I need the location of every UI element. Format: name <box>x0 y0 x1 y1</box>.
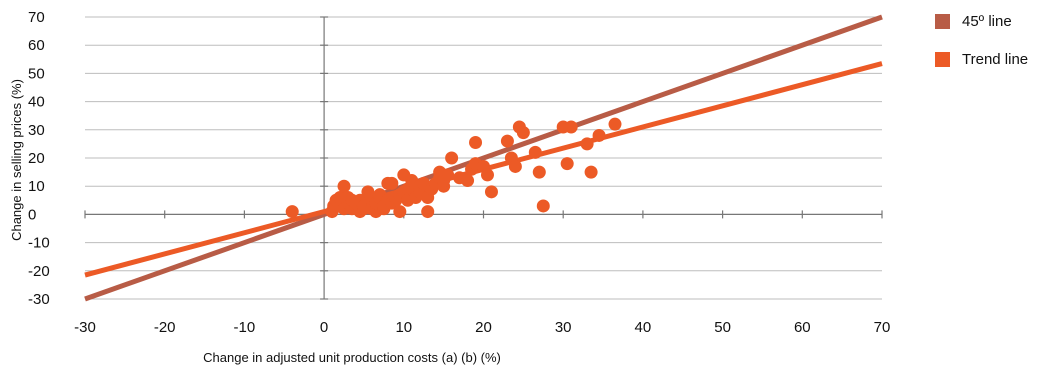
data-point <box>532 165 546 179</box>
data-point <box>480 168 494 182</box>
x-tick-label: -30 <box>74 319 96 336</box>
data-point <box>508 159 522 173</box>
data-point <box>385 176 399 190</box>
x-tick-label: 70 <box>874 319 891 336</box>
x-tick-label: -10 <box>234 319 256 336</box>
data-point <box>445 151 459 165</box>
legend-swatch-trend-line <box>935 51 950 67</box>
line-45-degree <box>84 14 883 302</box>
y-tick-label: 20 <box>28 150 45 167</box>
data-point <box>285 205 299 219</box>
x-tick-label: 0 <box>320 319 328 336</box>
y-tick-label: 70 <box>28 9 45 26</box>
x-tick-label: 60 <box>794 319 811 336</box>
tick-labels: -30 -20 -10 0 10 20 30 40 50 60 70 -30 -20 -10 0 10 20 30… <box>28 9 890 336</box>
y-tick-label: 40 <box>28 94 45 111</box>
y-tick-label: 0 <box>28 206 36 223</box>
x-tick-label: 20 <box>475 319 492 336</box>
data-point <box>500 134 514 148</box>
data-point <box>469 135 483 149</box>
data-point <box>516 126 530 140</box>
data-point <box>337 179 351 193</box>
y-tick-label: 10 <box>28 178 45 195</box>
data-point <box>584 165 598 179</box>
y-tick-label: 60 <box>28 37 45 54</box>
legend-label-trend-line: Trend line <box>962 50 1029 68</box>
data-point <box>393 205 407 219</box>
x-tick-label: 30 <box>555 319 572 336</box>
data-point <box>536 199 550 213</box>
x-tick-label: 50 <box>714 319 731 336</box>
x-tick-label: 40 <box>635 319 652 336</box>
y-axis-title: Change in selling prices (%) <box>9 79 24 241</box>
data-point <box>592 128 606 142</box>
legend-label-45-line: 45º line <box>962 12 1012 30</box>
axes <box>84 16 883 300</box>
data-points <box>285 117 622 219</box>
legend-item-45-line: 45º line <box>935 10 1028 32</box>
data-point <box>461 174 475 188</box>
y-tick-label: 30 <box>28 122 45 139</box>
x-axis-title: Change in adjusted unit production costs… <box>203 350 501 365</box>
data-point <box>421 205 435 219</box>
y-tick-label: -20 <box>28 263 50 280</box>
data-point <box>580 137 594 151</box>
legend-item-trend-line: Trend line <box>935 48 1028 70</box>
data-point <box>528 145 542 159</box>
x-tick-label: 10 <box>395 319 412 336</box>
data-point <box>564 120 578 134</box>
data-point <box>484 185 498 199</box>
y-tick-label: 50 <box>28 65 45 82</box>
legend-swatch-45-line <box>935 13 950 29</box>
y-tick-label: -30 <box>28 291 50 308</box>
x-tick-label: -20 <box>154 319 176 336</box>
data-point <box>608 117 622 131</box>
data-point <box>560 157 574 171</box>
data-point <box>441 168 455 182</box>
legend: 45º line Trend line <box>935 10 1028 86</box>
y-tick-label: -10 <box>28 235 50 252</box>
scatter-chart: -30 -20 -10 0 10 20 30 40 50 60 70 -30 -20 -10 0 10 20 30… <box>9 9 890 365</box>
